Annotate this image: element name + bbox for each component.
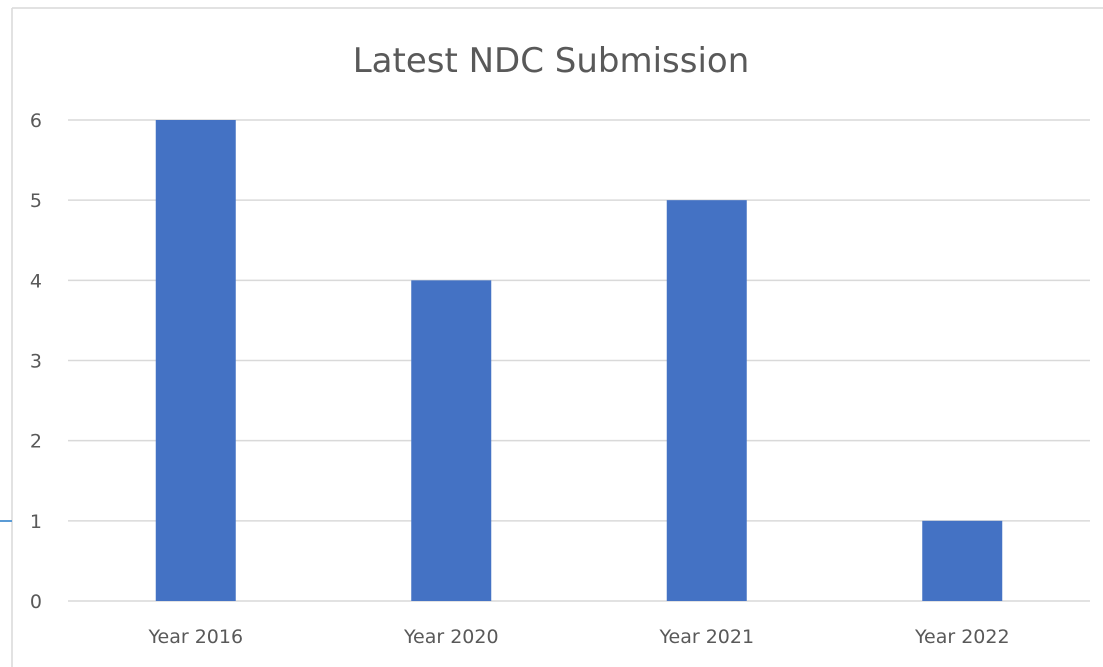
y-tick-label: 4 bbox=[30, 270, 42, 292]
chart-title: Latest NDC Submission bbox=[353, 41, 750, 81]
x-tick-label: Year 2022 bbox=[914, 626, 1010, 648]
y-axis-ticks: 0 1 2 3 4 5 6 bbox=[30, 110, 42, 613]
bar-year-2016 bbox=[155, 120, 236, 601]
x-axis-ticks: Year 2016 Year 2020 Year 2021 Year 2022 bbox=[147, 626, 1009, 648]
y-tick-label: 3 bbox=[30, 351, 42, 373]
y-tick-label: 6 bbox=[30, 110, 42, 132]
y-tick-label: 5 bbox=[30, 190, 42, 212]
y-tick-label: 1 bbox=[30, 511, 42, 533]
x-tick-label: Year 2016 bbox=[147, 626, 243, 648]
bar-year-2021 bbox=[666, 200, 747, 601]
gridlines bbox=[68, 119, 1090, 602]
bar-year-2020 bbox=[411, 280, 492, 601]
bars bbox=[155, 120, 1003, 601]
x-tick-label: Year 2021 bbox=[658, 626, 754, 648]
y-tick-label: 2 bbox=[30, 431, 42, 453]
bar-year-2022 bbox=[922, 520, 1003, 601]
x-tick-label: Year 2020 bbox=[403, 626, 499, 648]
y-tick-label: 0 bbox=[30, 591, 42, 613]
